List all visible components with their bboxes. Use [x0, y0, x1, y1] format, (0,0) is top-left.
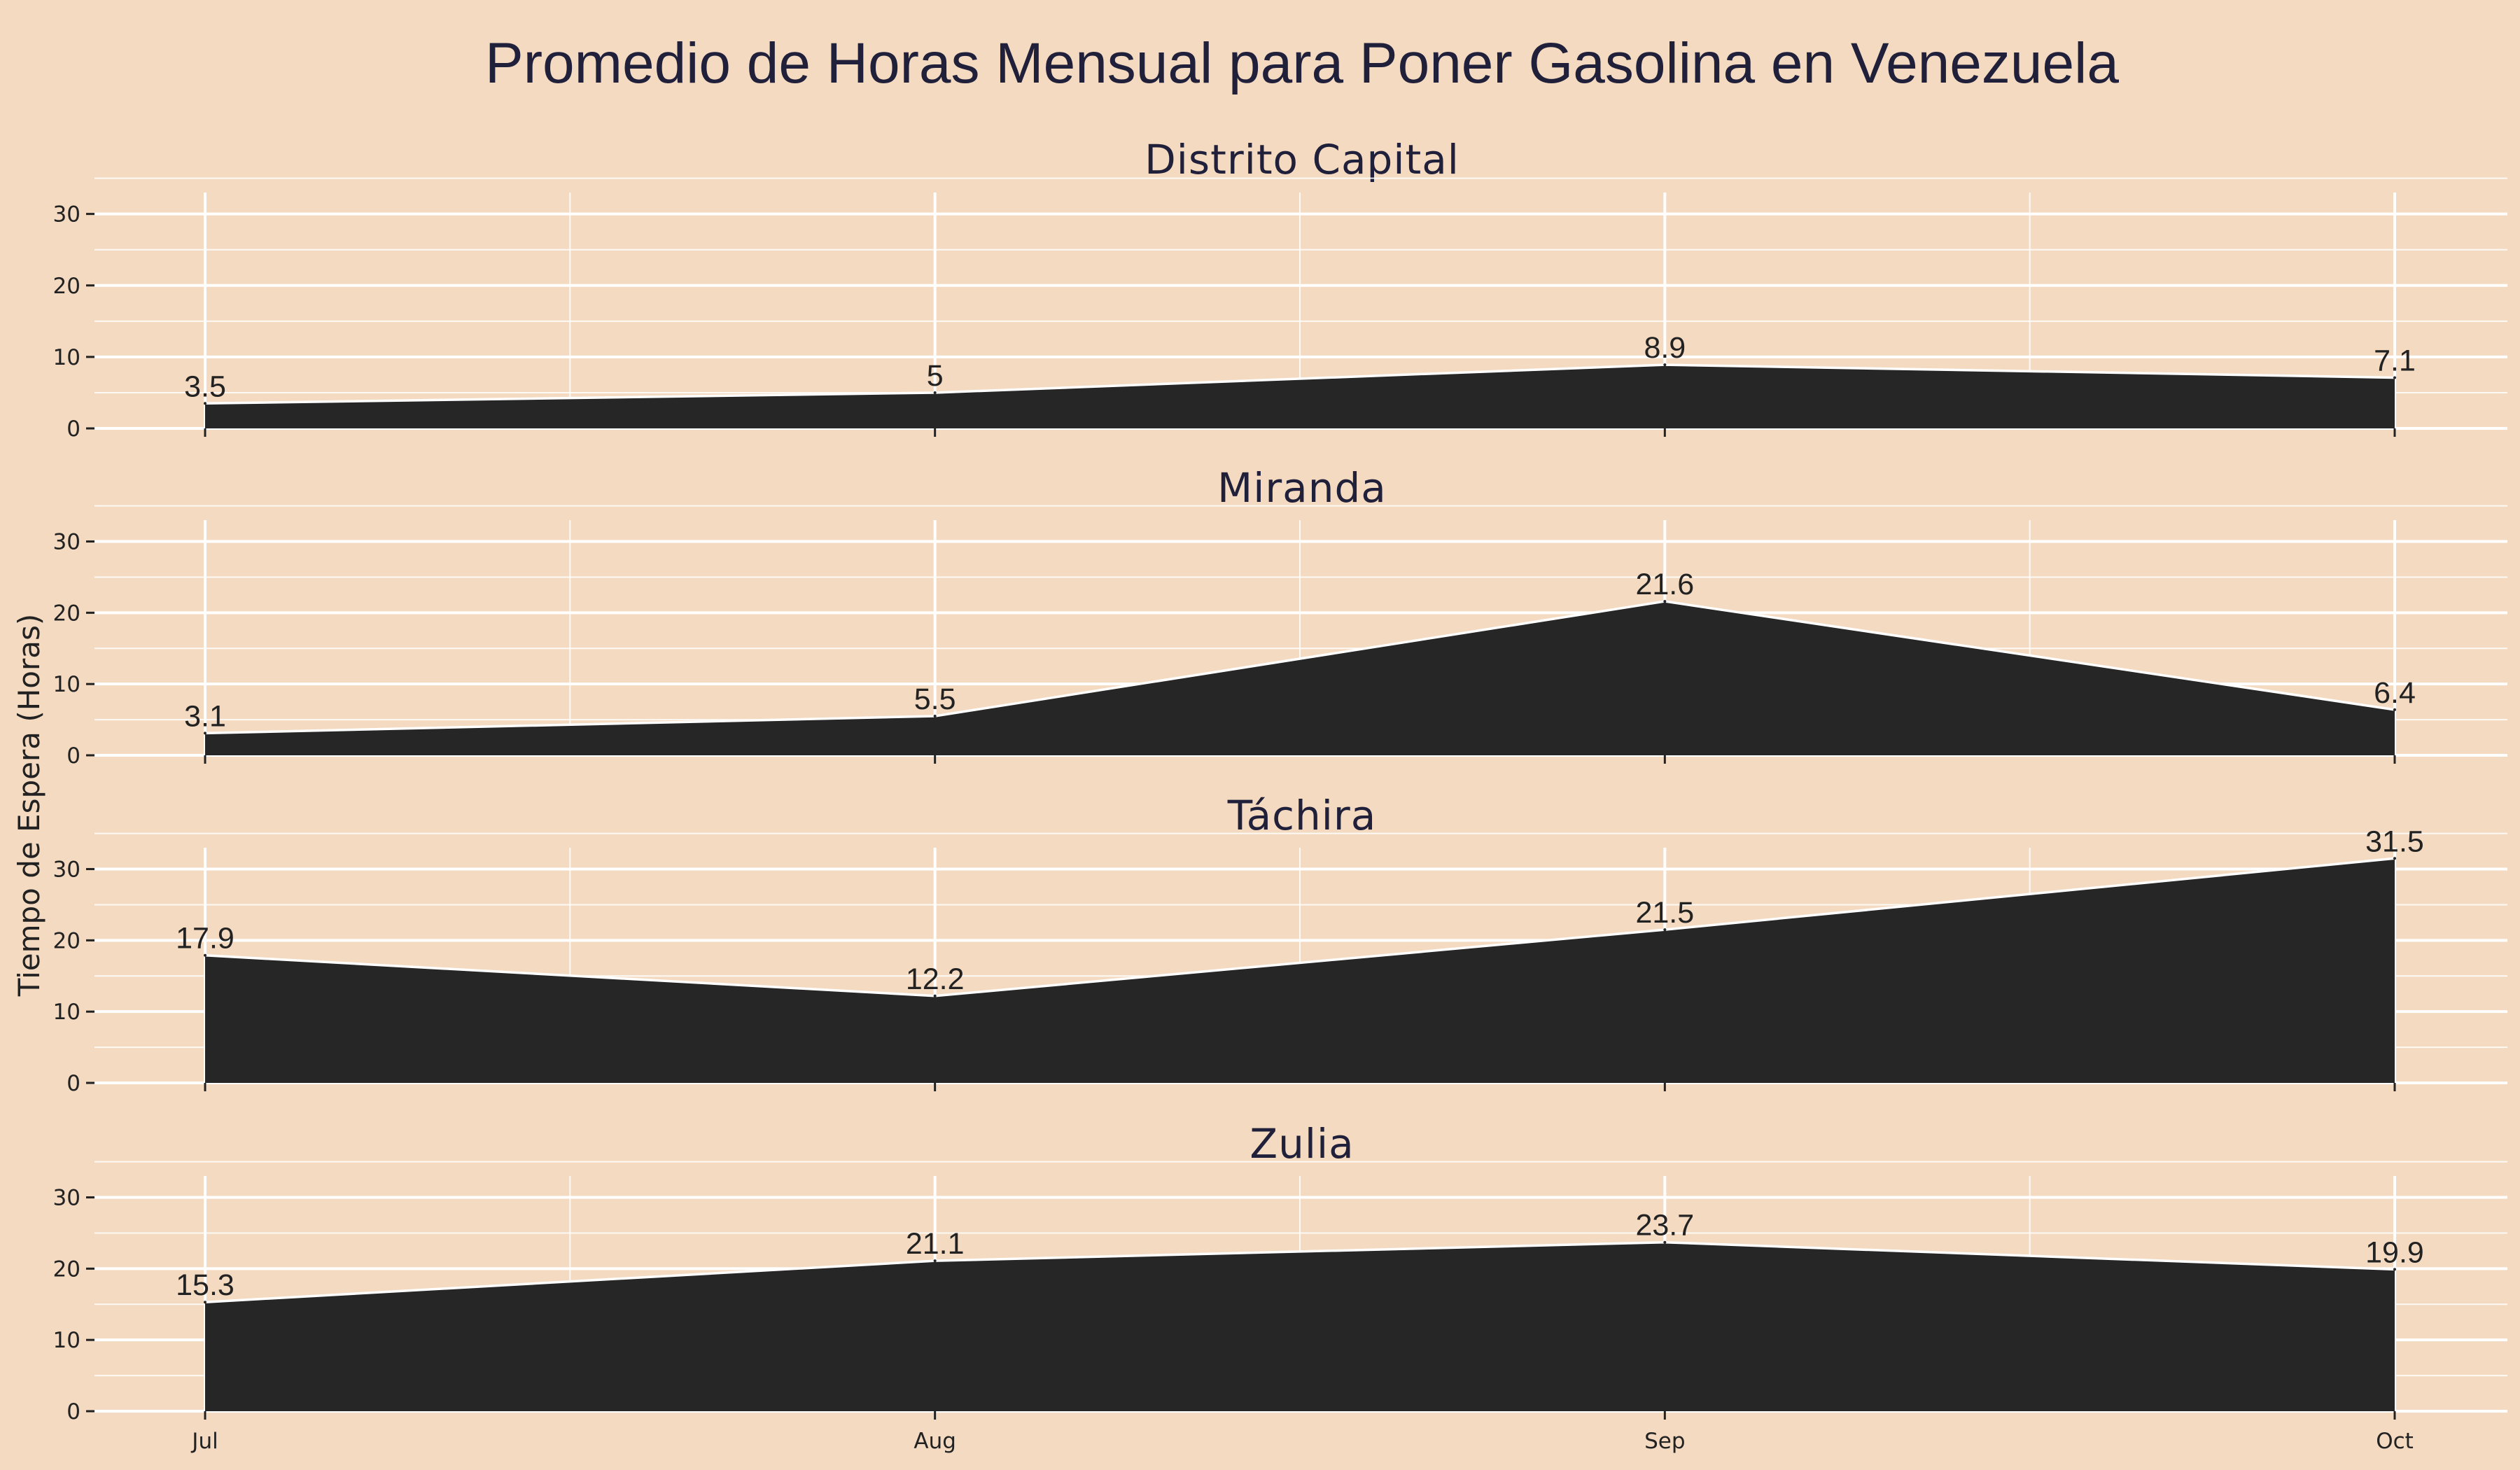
data-label: 3.1 [184, 699, 226, 733]
y-tick-label: 10 [53, 1328, 80, 1353]
y-tick-label: 20 [53, 274, 80, 299]
area-series [205, 365, 2395, 428]
area-series [205, 601, 2395, 755]
area-series [205, 1242, 2395, 1411]
y-tick-label: 30 [53, 202, 80, 227]
data-point [933, 994, 937, 997]
facet-panel: Zulia 0 10 20 30 15.3 21.1 23.7 19.9 [53, 1120, 2507, 1424]
data-label: 5 [927, 359, 944, 393]
data-point [1663, 928, 1667, 932]
y-tick-label: 0 [66, 416, 80, 442]
data-label: 31.5 [2365, 825, 2424, 858]
y-tick-label: 20 [53, 928, 80, 953]
y-tick-label: 30 [53, 858, 80, 883]
y-axis-label: Tiempo de Espera (Horas) [12, 614, 46, 997]
data-point [204, 732, 206, 735]
data-label: 12.2 [906, 962, 965, 996]
y-tick-label: 0 [66, 1399, 80, 1424]
data-point [933, 1259, 937, 1263]
data-label: 3.5 [184, 370, 226, 403]
chart-title: Promedio de Horas Mensual para Poner Gas… [485, 31, 2119, 95]
data-label: 21.5 [1635, 896, 1694, 930]
area-outline [204, 600, 2395, 735]
y-tick-label: 20 [53, 601, 80, 626]
facet-panel: Miranda 0 10 20 30 3.1 5.5 21.6 6.4 [53, 464, 2507, 769]
area-outline [204, 1240, 2395, 1303]
data-label: 5.5 [914, 682, 956, 716]
data-point [1663, 600, 1667, 603]
x-tick-label: Sep [1644, 1429, 1685, 1454]
data-point [204, 953, 206, 957]
data-point [2393, 1268, 2396, 1271]
y-tick-label: 0 [66, 743, 80, 769]
data-point [204, 1301, 206, 1304]
x-tick-label: Jul [190, 1429, 218, 1454]
data-point [204, 402, 206, 405]
y-tick-label: 10 [53, 672, 80, 697]
area-outline [204, 363, 2395, 405]
data-point [1663, 363, 1667, 367]
y-tick-label: 30 [53, 1186, 80, 1211]
facet-title: Zulia [1250, 1120, 1354, 1168]
y-tick-label: 10 [53, 1000, 80, 1025]
area-outline [204, 857, 2395, 997]
data-label: 19.9 [2365, 1236, 2424, 1269]
facet-panel: Táchira 0 10 20 30 17.9 12.2 21.5 31.5 [53, 792, 2507, 1096]
data-point [1663, 1240, 1667, 1244]
data-point [933, 391, 937, 394]
data-point [933, 715, 937, 718]
y-tick-label: 10 [53, 345, 80, 370]
x-tick-label: Aug [913, 1429, 956, 1454]
facet-title: Miranda [1217, 464, 1387, 512]
facet-title: Táchira [1227, 792, 1377, 839]
y-tick-label: 30 [53, 530, 80, 555]
data-point [2393, 708, 2396, 711]
facet-title: Distrito Capital [1144, 136, 1460, 183]
data-label: 15.3 [176, 1268, 234, 1302]
data-label: 23.7 [1635, 1209, 1694, 1242]
x-tick-label: Oct [2376, 1429, 2414, 1454]
area-series [205, 858, 2395, 1083]
data-label: 7.1 [2374, 344, 2416, 377]
data-label: 6.4 [2374, 676, 2416, 710]
data-label: 17.9 [176, 922, 234, 955]
data-label: 21.6 [1635, 568, 1694, 601]
data-point [2393, 857, 2396, 860]
facet-panel: Distrito Capital 0 10 20 30 3.5 5 8.9 7.1 [53, 136, 2507, 442]
data-point [2393, 376, 2396, 379]
y-tick-label: 20 [53, 1256, 80, 1282]
y-tick-label: 0 [66, 1071, 80, 1096]
data-label: 21.1 [906, 1227, 965, 1261]
data-label: 8.9 [1644, 331, 1686, 365]
